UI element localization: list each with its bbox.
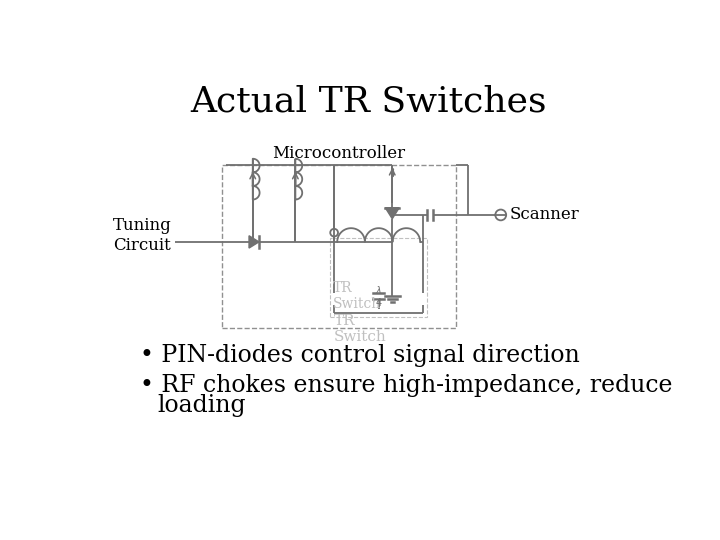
Text: Scanner: Scanner — [510, 206, 580, 224]
Text: Tuning
Circuit: Tuning Circuit — [112, 218, 171, 254]
Bar — [222, 165, 456, 328]
Polygon shape — [385, 208, 399, 219]
Text: Microcontroller: Microcontroller — [272, 145, 405, 162]
Polygon shape — [249, 236, 259, 248]
Text: TR
Switch: TR Switch — [333, 281, 381, 311]
Text: $\lambda$
4: $\lambda$ 4 — [375, 284, 382, 308]
Text: TR
Switch: TR Switch — [334, 314, 387, 345]
Text: Actual TR Switches: Actual TR Switches — [191, 84, 547, 118]
Text: • PIN-diodes control signal direction: • PIN-diodes control signal direction — [140, 343, 580, 367]
Text: loading: loading — [158, 394, 246, 417]
Text: • RF chokes ensure high-impedance, reduce: • RF chokes ensure high-impedance, reduc… — [140, 374, 673, 397]
Bar — [330, 238, 427, 316]
